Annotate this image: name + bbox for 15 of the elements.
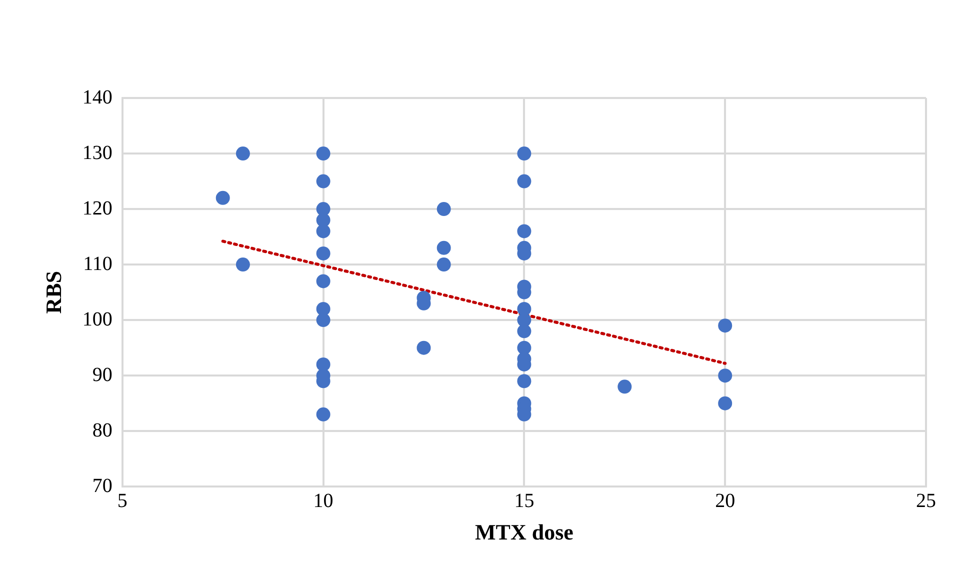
y-tick-label: 140: [82, 86, 112, 108]
x-tick-label: 20: [715, 490, 736, 512]
x-axis-title: MTX dose: [475, 519, 574, 544]
x-tick-label: 5: [117, 490, 128, 512]
y-tick-label: 120: [82, 197, 112, 220]
y-tick-label: 90: [92, 364, 112, 386]
y-tick-label: 130: [82, 142, 112, 164]
y-tick-label: 110: [83, 252, 112, 275]
x-tick-label: 15: [514, 490, 534, 512]
y-axis-title: RBS: [40, 270, 66, 314]
y-tick-label: 80: [92, 419, 112, 442]
y-tick-label: 100: [82, 308, 112, 330]
x-tick-label: 25: [916, 490, 936, 512]
y-tick-label: 70: [92, 474, 112, 497]
x-tick-label: 10: [313, 490, 334, 512]
